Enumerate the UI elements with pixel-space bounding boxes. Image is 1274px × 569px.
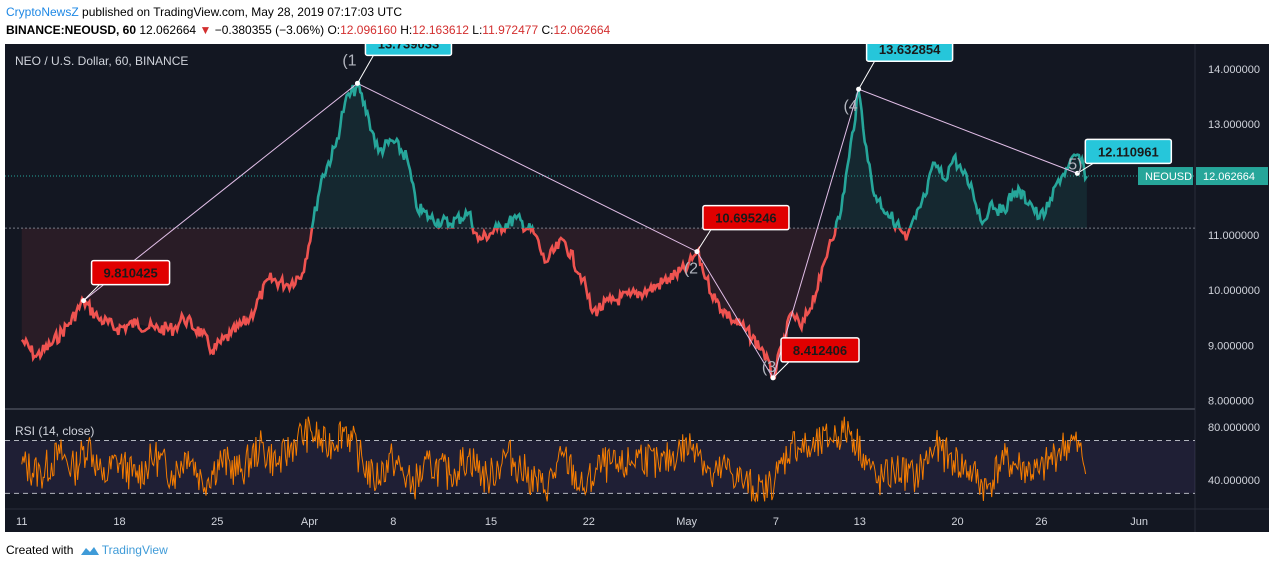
wave-2-tag-pointer [696,229,712,252]
close-label: C: [541,23,554,37]
time-tick-label: May [676,516,697,528]
wave-4-tag-pointer [858,60,876,90]
time-tick-label: 26 [1035,516,1047,528]
created-with-text: Created with [6,543,74,557]
time-tick-label: 20 [951,516,963,528]
high-value: 12.163612 [412,23,469,37]
rsi-tick-label: 80.000000 [1208,422,1260,434]
rsi-title: RSI (14, close) [15,424,94,438]
time-tick-label: 13 [854,516,866,528]
wave-1-tag-pointer [357,55,374,84]
chart-title: NEO / U.S. Dollar, 60, BINANCE [15,54,188,68]
high-label: H: [400,23,413,37]
open-value: 12.096160 [340,23,397,37]
chart-header: CryptoNewsZ published on TradingView.com… [0,0,1274,44]
tradingview-link[interactable]: TradingView [101,543,168,557]
wave-4-tag-box [865,44,954,62]
last-price: 12.062664 [139,23,197,37]
time-tick-label: 18 [113,516,125,528]
tradingview-logo-icon [80,546,99,555]
wave-2-tag-value: 10.695246 [715,211,776,226]
publish-text: published on TradingView.com, May 28, 20… [82,5,403,19]
last-price-badge [1196,167,1268,186]
wave-5-tag-box [1084,138,1173,165]
rsi-tick-label: 40.000000 [1208,475,1260,487]
elliott-wave-annotations: 9.810425 13.739033 10.695246 8.412406 13.632… [81,44,1173,381]
price-tick-label: 10.000000 [1208,285,1260,297]
start-tag-box [90,259,171,286]
wave-3-tag-box [780,337,860,363]
time-tick-label: Apr [301,516,318,528]
open-label: O: [327,23,341,37]
wave-5-label: 5) [1068,156,1082,173]
symbol-badge-label: NEOUSD [1145,171,1192,183]
wave-3-label: (3 [762,359,776,376]
wave-5-tag-pointer [1077,162,1094,174]
rsi-pane [5,416,1195,503]
time-tick-label: 25 [211,516,223,528]
wave-1-label: (1 [342,52,356,69]
start-tag-pointer [83,284,100,301]
wave-4-label: (4 [843,98,857,115]
footer: Created with TradingView [6,543,168,557]
area-below-base [21,228,912,379]
close-value: 12.062664 [553,23,611,37]
wave-1-tag-box [364,44,453,57]
price-axis-labels: 14.00000013.00000012.00000011.00000010.0… [1138,64,1268,487]
wave-point [354,80,360,86]
price-change: −0.380355 (−3.06%) [214,23,325,37]
publish-line: CryptoNewsZ published on TradingView.com… [6,5,402,19]
wave-3-tag-value: 8.412406 [793,343,847,358]
rsi-line [21,416,1087,503]
wave-5-tag-value: 12.110961 [1098,144,1159,159]
price-pane [5,79,1195,381]
time-tick-label: 8 [390,516,396,528]
chart-background [5,44,1195,532]
wave-2-label: (2 [684,261,698,278]
wave-1-tag-value: 13.739033 [378,44,439,51]
price-tick-label: 13.000000 [1208,119,1260,131]
symbol-badge [1138,167,1193,186]
price-tick-label: 9.000000 [1208,340,1254,352]
last-price-badge-label: 12.062664 [1203,171,1255,183]
time-tick-label: 7 [773,516,779,528]
price-tick-label: 8.000000 [1208,396,1254,408]
price-tick-label: 14.000000 [1208,64,1260,76]
price-line-down [20,228,912,381]
author-link[interactable]: CryptoNewsZ [6,5,79,19]
price-tick-label: 11.000000 [1208,230,1259,242]
wave-2-tag-box [702,204,790,231]
wave-3-tag-pointer [772,361,790,379]
ohlc-line: BINANCE:NEOUSD, 60 12.062664 ▼ −0.380355… [6,23,610,37]
wave-4-tag-value: 13.632854 [879,44,941,57]
price-axis [1195,44,1269,532]
symbol-label: BINANCE:NEOUSD, 60 [6,23,137,37]
time-tick-label: 22 [583,516,595,528]
time-tick-label: 11 [16,516,27,528]
low-value: 11.972477 [482,23,539,37]
time-tick-label: Jun [1130,516,1148,528]
time-tick-label: 15 [485,516,497,528]
start-tag-value: 9.810425 [103,266,157,281]
wave-line [83,82,1078,380]
price-chart[interactable]: 11 18 25 Apr 8 15 22 May 7 13 20 26 Jun 14.000000 13.… [0,44,1274,536]
low-label: L: [472,23,483,37]
time-axis: 11 18 25 Apr 8 15 22 May 7 13 20 26 Jun [16,516,1148,528]
down-arrow-icon: ▼ [199,23,212,37]
